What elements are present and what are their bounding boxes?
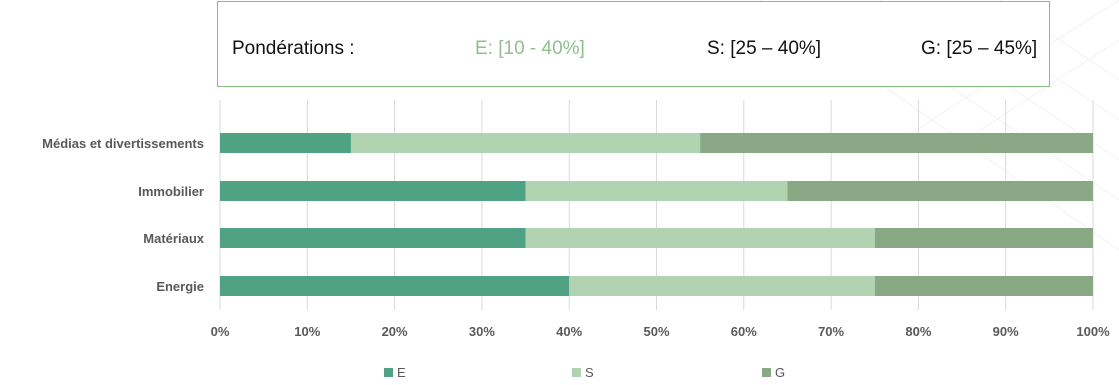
bar-e	[220, 228, 526, 248]
x-tick-label: 20%	[382, 324, 408, 339]
x-tick-label: 40%	[556, 324, 582, 339]
bars	[220, 133, 1093, 296]
x-tick-label: 60%	[731, 324, 757, 339]
stacked-bar-chart: Médias et divertissements Immobilier Matér…	[42, 100, 1110, 380]
bar-s	[525, 181, 788, 201]
legend-item-g: G	[762, 365, 785, 380]
x-tick-label: 10%	[294, 324, 320, 339]
bar-s	[350, 133, 701, 153]
legend-label: G	[775, 365, 785, 380]
x-axis-tick-labels: 0% 10% 20% 30% 40% 50% 60% 70% 80% 90% 100%	[211, 324, 1110, 339]
bar-g	[787, 181, 1093, 201]
x-tick-label: 100%	[1076, 324, 1110, 339]
bar-e	[220, 276, 570, 296]
weight-e-range: E: [10 - 40%]	[475, 38, 585, 59]
weight-g-range: G: [25 – 45%]	[921, 38, 1038, 59]
bar-g	[700, 133, 1093, 153]
legend-swatch	[384, 368, 393, 377]
category-label: Energie	[156, 279, 204, 294]
weights-label: Pondérations :	[232, 38, 355, 59]
x-tick-label: 30%	[469, 324, 495, 339]
bar-g	[874, 276, 1093, 296]
weight-s-range: S: [25 – 40%]	[707, 38, 822, 59]
x-tick-label: 80%	[905, 324, 931, 339]
bar-e	[220, 181, 526, 201]
category-label: Médias et divertissements	[42, 136, 204, 151]
legend-label: S	[585, 365, 594, 380]
bar-g	[874, 228, 1093, 248]
legend-label: E	[397, 365, 406, 380]
bar-s	[569, 276, 875, 296]
bar-e	[220, 133, 351, 153]
weights-box: Pondérations : E: [10 - 40%] S: [25 – 40…	[217, 1, 1050, 87]
legend-swatch	[572, 368, 581, 377]
category-label: Immobilier	[138, 184, 204, 199]
x-tick-label: 50%	[643, 324, 669, 339]
x-tick-label: 0%	[211, 324, 230, 339]
legend-item-e: E	[384, 365, 406, 380]
x-tick-label: 70%	[818, 324, 844, 339]
x-tick-label: 90%	[993, 324, 1019, 339]
category-label: Matériaux	[143, 231, 204, 246]
bar-s	[525, 228, 875, 248]
legend-swatch	[762, 368, 771, 377]
category-labels: Médias et divertissements Immobilier Matér…	[42, 136, 205, 294]
legend-item-s: S	[572, 365, 594, 380]
